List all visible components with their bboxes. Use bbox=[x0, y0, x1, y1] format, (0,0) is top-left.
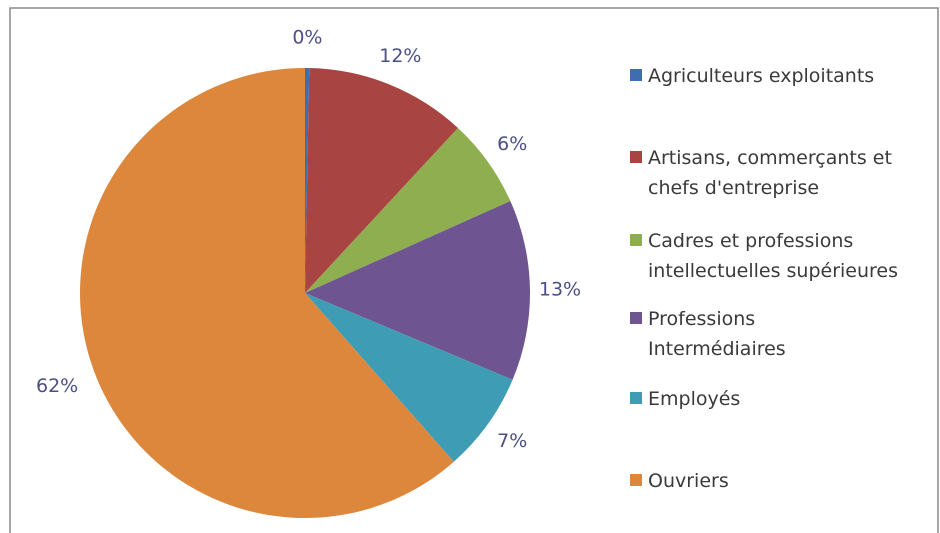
value-label: 6% bbox=[497, 133, 527, 155]
value-label: 62% bbox=[36, 375, 78, 397]
legend-swatch bbox=[630, 69, 642, 81]
value-label: 13% bbox=[539, 278, 581, 300]
legend-line: intellectuelles supérieures bbox=[648, 260, 898, 282]
legend-swatch bbox=[630, 234, 642, 246]
legend-line: chefs d'entreprise bbox=[648, 177, 819, 199]
value-label: 12% bbox=[379, 45, 421, 67]
legend-label: Cadres et professions intellectuelles sup… bbox=[648, 230, 898, 282]
legend-label: Professions Intermédiaires bbox=[648, 308, 786, 360]
chart-frame bbox=[9, 7, 939, 533]
legend-line: Employés bbox=[648, 388, 740, 410]
pie-slice bbox=[79, 68, 454, 518]
legend-swatch bbox=[630, 392, 642, 404]
legend-label: Employés bbox=[648, 388, 740, 410]
legend-swatch bbox=[630, 474, 642, 486]
legend-line: Intermédiaires bbox=[648, 338, 786, 360]
pie-slice bbox=[305, 68, 310, 293]
value-label: 0% bbox=[292, 27, 322, 49]
pie-slice bbox=[305, 68, 458, 293]
value-label: 7% bbox=[497, 430, 527, 452]
legend-swatch bbox=[630, 312, 642, 324]
legend-line: Cadres et professions bbox=[648, 230, 853, 252]
legend-line: Artisans, commerçants et bbox=[648, 147, 892, 169]
pie-slice bbox=[305, 201, 530, 380]
legend-label: Ouvriers bbox=[648, 470, 729, 492]
legend-line: Agriculteurs exploitants bbox=[648, 65, 874, 87]
legend-label: Artisans, commerçants et chefs d'entrepri… bbox=[648, 147, 892, 199]
pie-slice bbox=[305, 293, 513, 462]
legend-swatch bbox=[630, 151, 642, 163]
legend-line: Ouvriers bbox=[648, 470, 729, 492]
pie-slice bbox=[305, 128, 511, 293]
legend-label: Agriculteurs exploitants bbox=[648, 65, 874, 87]
legend-line: Professions bbox=[648, 308, 755, 330]
